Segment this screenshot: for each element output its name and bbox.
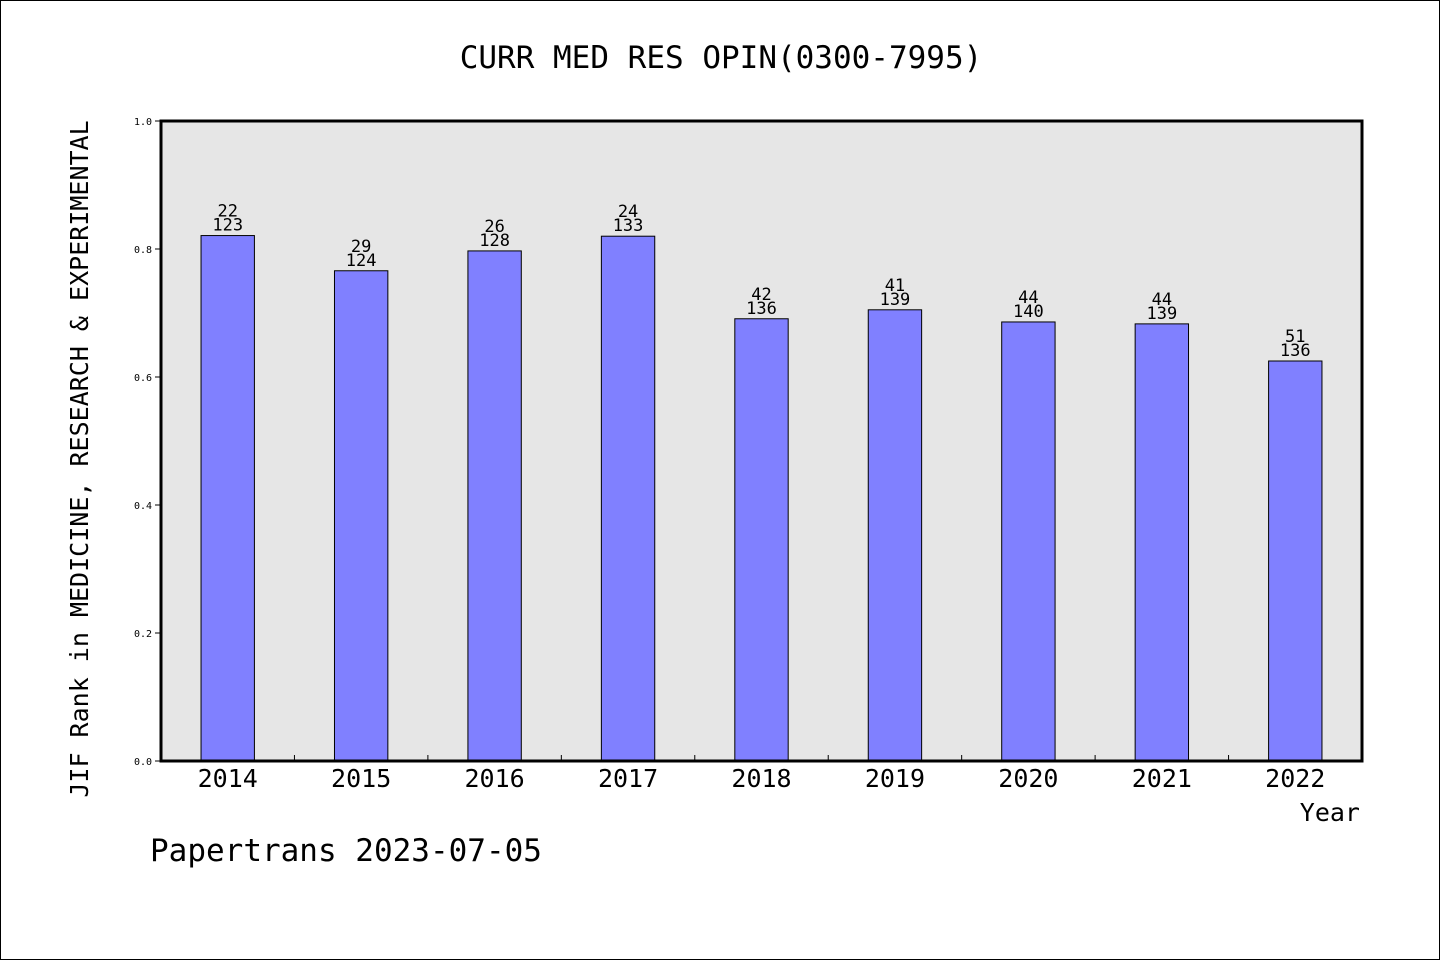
bar-2014	[200, 235, 255, 762]
bar-total-label: 124	[346, 251, 377, 271]
bar-total-label: 139	[1146, 304, 1177, 324]
x-tick-label: 2018	[731, 764, 791, 793]
bar-rank-label: 42	[751, 285, 771, 305]
bar-total-label: 133	[613, 216, 644, 236]
bar-2022	[1268, 360, 1323, 762]
y-tick-label: 0.0	[134, 757, 152, 768]
bar-rank-label: 41	[885, 276, 905, 296]
x-tick-label: 2019	[865, 764, 925, 793]
x-tick-label: 2014	[198, 764, 258, 793]
x-tick-label: 2017	[598, 764, 658, 793]
bar-total-label: 136	[746, 299, 777, 319]
bar-rank-label: 51	[1285, 327, 1305, 347]
x-axis-ticks: 2014 2015 2016 2017 2018 2019 2020 2021 2022	[198, 755, 1325, 793]
x-tick-label: 2016	[465, 764, 525, 793]
bar-rank-label: 22	[217, 202, 237, 222]
bar-2021	[1134, 323, 1190, 762]
bar-2020	[1001, 321, 1056, 762]
bar-rank-label: 44	[1152, 290, 1172, 310]
bar-rank-label: 29	[351, 237, 371, 257]
bar-2015	[333, 270, 389, 762]
x-axis-label: Year	[1300, 798, 1360, 827]
footer-note: Papertrans 2023-07-05	[150, 833, 542, 869]
bar-2017	[600, 235, 656, 762]
x-tick-label: 2021	[1132, 764, 1192, 793]
bar-total-label: 123	[212, 216, 243, 236]
bar-total-label: 136	[1280, 341, 1311, 361]
bar-2019	[867, 309, 923, 762]
chart-title: CURR MED RES OPIN(0300-7995)	[460, 40, 983, 76]
y-axis-label: JIF Rank in MEDICINE, RESEARCH & EXPERIM…	[65, 120, 94, 797]
x-tick-label: 2020	[998, 764, 1058, 793]
y-tick-label: 0.6	[134, 373, 152, 384]
bar-2018	[734, 318, 789, 762]
x-tick-label: 2015	[331, 764, 391, 793]
y-tick-label: 0.4	[134, 501, 152, 512]
bar-rank-label: 26	[484, 217, 504, 237]
y-tick-label: 0.8	[134, 245, 152, 256]
bar-rank-label: 24	[618, 202, 638, 222]
x-tick-label: 2022	[1265, 764, 1325, 793]
bar-2016	[467, 250, 522, 762]
y-tick-label: 0.2	[134, 629, 152, 640]
bar-rank-label: 44	[1018, 288, 1038, 308]
y-tick-label: 1.0	[134, 117, 152, 128]
bar-total-label: 128	[479, 231, 510, 251]
bar-total-label: 139	[880, 290, 911, 310]
y-axis-ticks: 0.0 0.2 0.4 0.6 0.8 1.0	[134, 117, 161, 768]
bar-total-label: 140	[1013, 302, 1044, 322]
plot-border	[159, 119, 1364, 763]
